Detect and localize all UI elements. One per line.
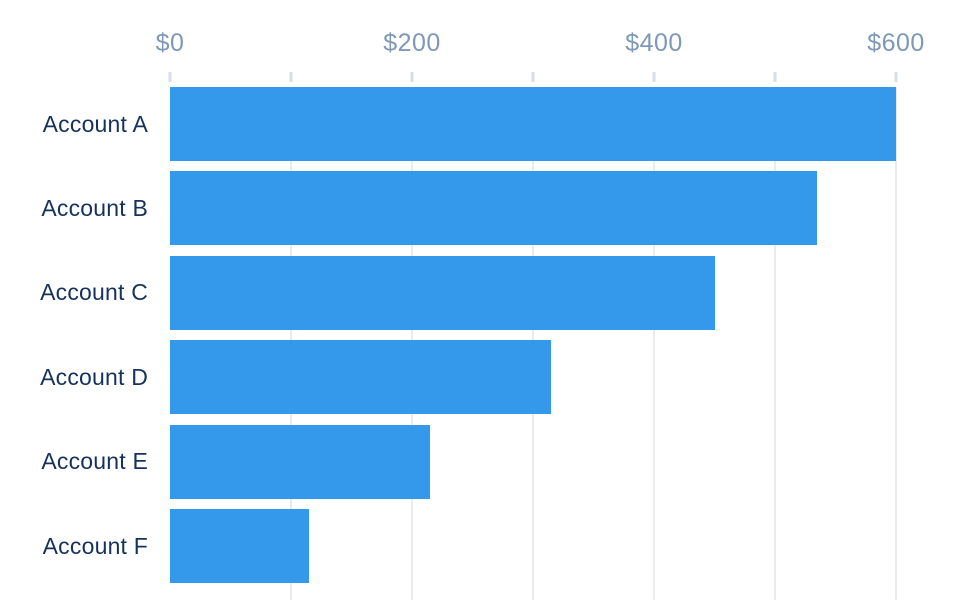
category-label: Account A xyxy=(42,110,148,137)
category-label: Account C xyxy=(40,279,148,306)
gridline xyxy=(895,87,897,600)
bar-account-e[interactable] xyxy=(170,424,431,499)
x-axis-tick-label: $400 xyxy=(625,29,683,57)
bar-account-b[interactable] xyxy=(170,171,818,246)
x-axis-tick-mark xyxy=(410,72,414,82)
bar-row: Account A xyxy=(0,87,970,161)
x-axis-tick-label: $600 xyxy=(867,29,925,57)
bar-row: Account B xyxy=(0,171,970,246)
bar-row: Account E xyxy=(0,424,970,499)
x-axis-tick-mark xyxy=(168,72,172,82)
x-axis-tick-mark xyxy=(773,72,777,82)
gridline xyxy=(774,87,776,600)
bar-account-d[interactable] xyxy=(170,340,552,415)
bar-account-a[interactable] xyxy=(170,87,896,161)
category-label: Account F xyxy=(42,532,148,559)
bar-row: Account C xyxy=(0,255,970,330)
bar-account-f[interactable] xyxy=(170,509,310,583)
x-axis-tick-label: $200 xyxy=(383,29,441,57)
category-label: Account E xyxy=(41,448,148,475)
x-axis-tick-mark xyxy=(289,72,293,82)
gridline xyxy=(653,87,655,600)
x-axis-tick-mark xyxy=(894,72,898,82)
category-label: Account B xyxy=(41,194,148,221)
x-axis-tick-mark xyxy=(652,72,656,82)
category-label: Account D xyxy=(40,363,148,390)
x-axis-tick-label: $0 xyxy=(155,29,185,57)
x-axis-tick-mark xyxy=(531,72,535,82)
bar-row: Account F xyxy=(0,509,970,583)
bar-row: Account D xyxy=(0,340,970,415)
bar-account-c[interactable] xyxy=(170,255,715,330)
